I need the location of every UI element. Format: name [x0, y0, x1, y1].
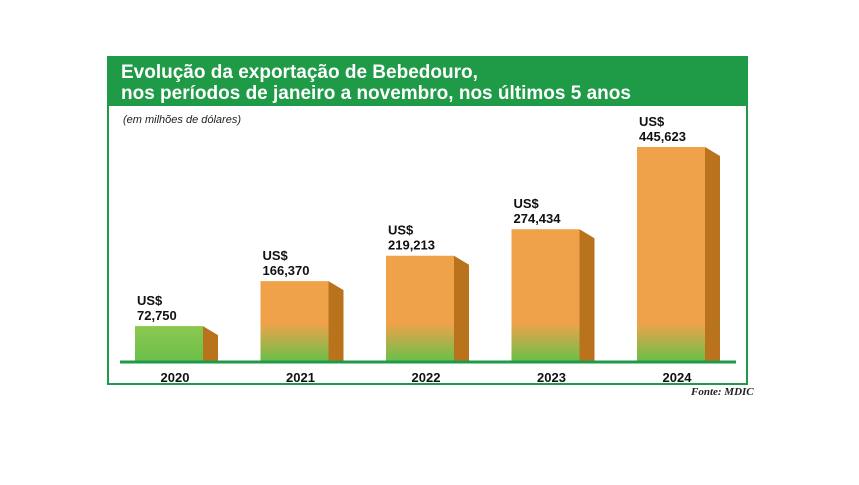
chart-title-line-2: nos períodos de janeiro a novembro, nos … [121, 83, 631, 104]
value-label-amount-2023: 274,434 [514, 211, 562, 226]
bar-2023 [511, 229, 595, 361]
category-label-2024: 2024 [663, 370, 693, 385]
bar-2024 [637, 147, 720, 361]
bar-side-2022 [454, 255, 469, 361]
value-label-currency-2020: US$ [137, 293, 163, 308]
bar-2021 [260, 281, 344, 361]
bar-side-2020 [203, 326, 218, 361]
bar-side-2021 [328, 281, 344, 361]
bar-side-2024 [705, 147, 720, 361]
bar-front-2021 [260, 281, 329, 361]
value-label-currency-2023: US$ [514, 196, 540, 211]
value-label-amount-2021: 166,370 [263, 263, 310, 278]
chart-title-bar: Evolução da exportação de Bebedouro, nos… [109, 58, 746, 106]
value-label-amount-2020: 72,750 [137, 308, 177, 323]
category-label-2022: 2022 [412, 370, 441, 385]
value-label-currency-2024: US$ [639, 114, 665, 129]
bar-front-2024 [637, 147, 705, 361]
category-label-2023: 2023 [537, 370, 566, 385]
value-label-currency-2021: US$ [263, 248, 289, 263]
bar-front-2022 [386, 255, 454, 361]
value-label-currency-2022: US$ [388, 223, 414, 238]
bar-2020 [135, 326, 218, 361]
bar-side-2023 [579, 229, 595, 361]
chart-title-line-1: Evolução da exportação de Bebedouro, [121, 62, 478, 83]
value-label-amount-2022: 219,213 [388, 238, 435, 253]
units-note: (em milhões de dólares) [123, 114, 241, 126]
labels-layer: US$72,7502020US$166,3702021US$219,213202… [137, 114, 692, 385]
bar-front-2020 [135, 326, 203, 361]
value-label-amount-2024: 445,623 [639, 129, 686, 144]
bars-layer [120, 147, 736, 364]
source-note: Fonte: MDIC [691, 386, 754, 398]
bar-front-2023 [511, 229, 580, 361]
category-label-2020: 2020 [161, 370, 190, 385]
category-label-2021: 2021 [286, 370, 315, 385]
bar-2022 [386, 255, 469, 361]
